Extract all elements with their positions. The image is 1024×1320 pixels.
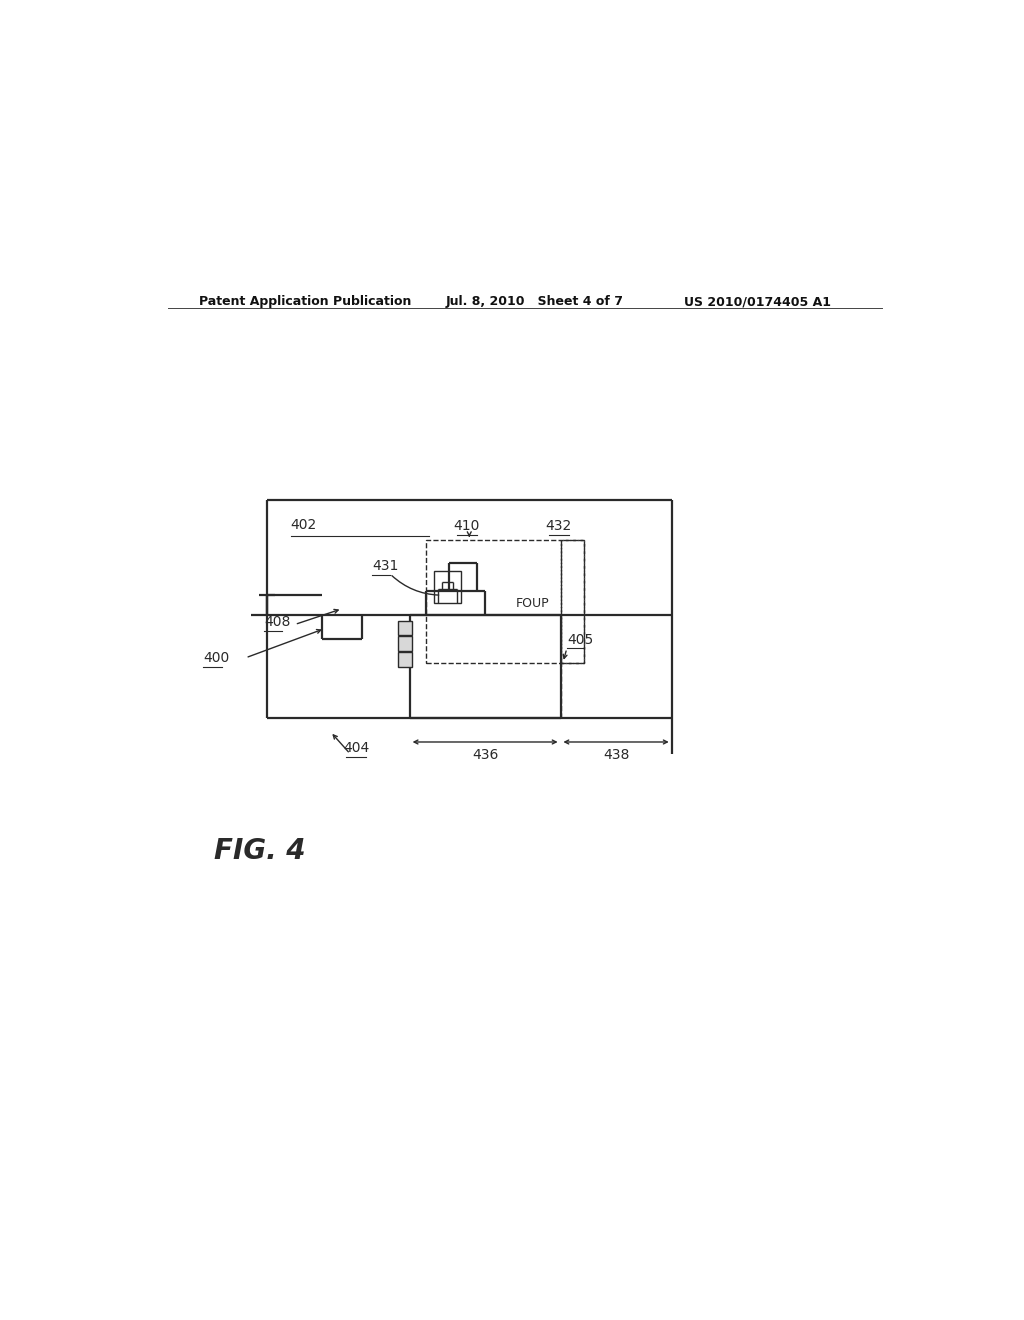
Text: 402: 402 [291, 517, 317, 532]
Bar [433, 572, 461, 603]
Text: 432: 432 [546, 519, 572, 533]
Text: 408: 408 [264, 615, 291, 630]
Bar [426, 540, 585, 663]
Text: 410: 410 [454, 519, 480, 533]
Text: US 2010/0174405 A1: US 2010/0174405 A1 [684, 296, 830, 308]
Text: Patent Application Publication: Patent Application Publication [200, 296, 412, 308]
Bar [397, 620, 412, 635]
Text: 404: 404 [343, 742, 370, 755]
Text: FIG. 4: FIG. 4 [214, 837, 305, 865]
Text: 431: 431 [373, 558, 398, 573]
Text: 438: 438 [603, 748, 630, 763]
Bar [397, 652, 412, 667]
Text: 436: 436 [472, 748, 499, 763]
Bar [397, 636, 412, 651]
Text: 405: 405 [567, 632, 593, 647]
Text: FOUP: FOUP [516, 597, 550, 610]
Bar [560, 540, 585, 663]
Text: Jul. 8, 2010   Sheet 4 of 7: Jul. 8, 2010 Sheet 4 of 7 [445, 296, 624, 308]
Text: 400: 400 [204, 651, 229, 665]
